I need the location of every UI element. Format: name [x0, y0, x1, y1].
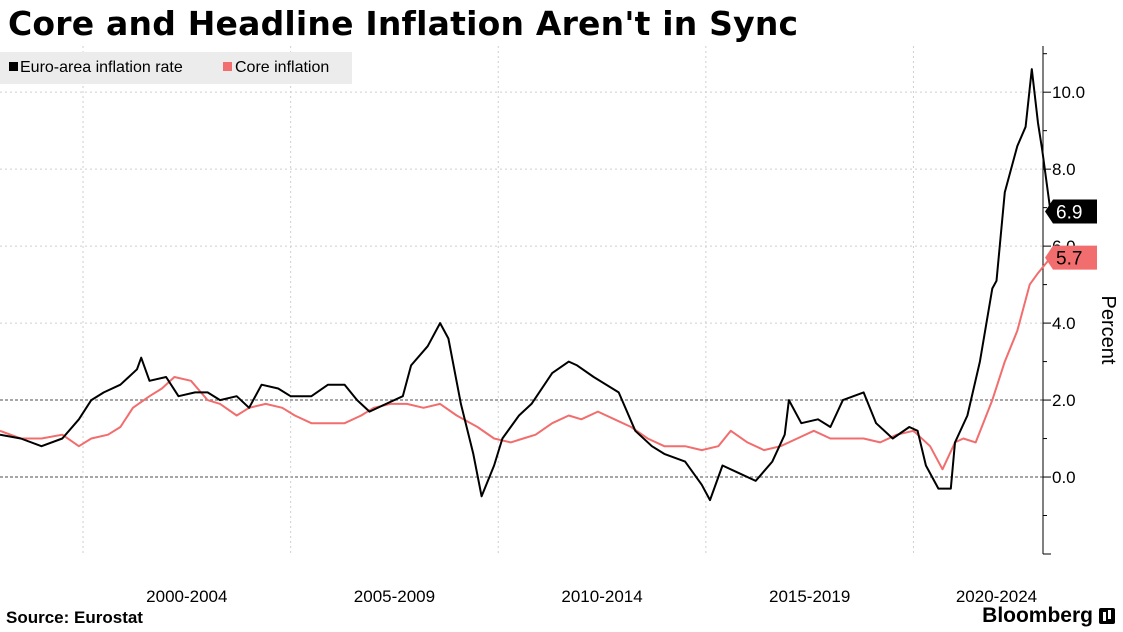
- bloomberg-logo: Bloomberg: [982, 604, 1115, 628]
- legend: Euro-area inflation rate Core inflation: [0, 52, 352, 84]
- series-lines: [0, 68, 1052, 502]
- y-axis: 0.02.04.06.08.010.0: [1042, 46, 1085, 555]
- y-tick-label: 4.0: [1052, 314, 1076, 333]
- x-tick-label: 2000-2004: [146, 587, 227, 606]
- x-tick-label: 2010-2014: [561, 587, 642, 606]
- y-tick-label: 2.0: [1052, 391, 1076, 410]
- grid-lines: [0, 46, 1043, 554]
- y-tick-label: 0.0: [1052, 468, 1076, 487]
- source-note: Source: Eurostat: [6, 608, 143, 627]
- y-tick-label: 10.0: [1052, 83, 1085, 102]
- legend-swatch-core: [223, 62, 232, 71]
- x-axis-labels: 2000-2004 2005-2009 2010-2014 2015-2019 2020…: [146, 587, 1037, 606]
- y-tick-label: 8.0: [1052, 160, 1076, 179]
- chart-title: Core and Headline Inflation Aren't in Sy…: [8, 4, 799, 43]
- x-tick-label: 2015-2019: [769, 587, 850, 606]
- brand-name: Bloomberg: [982, 604, 1093, 627]
- legend-label-core: Core inflation: [235, 59, 329, 76]
- last-value-labels: 6.9 5.7: [1045, 199, 1097, 270]
- x-tick-label: 2020-2024: [956, 587, 1037, 606]
- headline-last-value-tag: [1045, 199, 1097, 224]
- core-last-value-tag: [1045, 245, 1097, 270]
- legend-label-headline: Euro-area inflation rate: [20, 59, 183, 76]
- y-axis-title: Percent: [1097, 296, 1119, 365]
- legend-background: [0, 52, 352, 84]
- core-inflation-line: [0, 257, 1052, 471]
- core-last-value: 5.7: [1056, 249, 1082, 270]
- x-tick-label: 2005-2009: [354, 587, 435, 606]
- legend-swatch-headline: [9, 62, 18, 71]
- headline-last-value: 6.9: [1056, 202, 1082, 223]
- bloomberg-terminal-icon: [1099, 608, 1115, 624]
- headline-inflation-line: [0, 68, 1052, 502]
